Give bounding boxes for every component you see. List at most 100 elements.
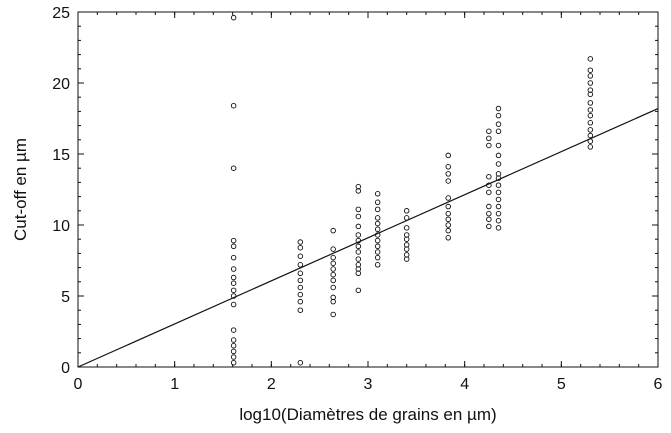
- data-point: [495, 196, 502, 203]
- data-point: [230, 274, 237, 281]
- data-point: [587, 112, 594, 119]
- data-point: [486, 216, 492, 223]
- data-point: [495, 210, 502, 217]
- data-point: [587, 144, 594, 150]
- data-point: [355, 270, 362, 277]
- data-point: [355, 213, 362, 220]
- data-point: [330, 246, 336, 252]
- data-point: [587, 120, 594, 126]
- data-point: [374, 254, 381, 261]
- data-point: [403, 246, 410, 252]
- data-point: [355, 287, 362, 294]
- data-point: [403, 215, 410, 221]
- data-point: [587, 91, 594, 98]
- data-point: [374, 206, 381, 213]
- x-axis-title: log10(Diamètres de grains en µm): [239, 405, 496, 424]
- data-point: [403, 256, 410, 262]
- data-point: [486, 189, 492, 196]
- y-tick-labels: 0 5 10 15 20 25: [52, 5, 70, 377]
- x-tick-label: 0: [74, 376, 83, 393]
- x-tick-label: 4: [460, 376, 469, 393]
- data-point: [486, 173, 492, 180]
- data-point: [495, 217, 502, 224]
- data-point: [495, 189, 502, 196]
- y-tick-label: 5: [61, 289, 70, 306]
- data-point: [355, 232, 362, 238]
- data-point: [355, 237, 362, 244]
- y-tick-label: 20: [52, 76, 70, 93]
- data-point: [374, 262, 381, 268]
- data-point: [330, 227, 336, 234]
- data-point: [297, 239, 304, 245]
- data-point: [230, 354, 237, 360]
- data-point: [230, 254, 237, 261]
- data-point: [445, 227, 451, 234]
- data-point: [230, 287, 237, 294]
- plot-frame: [77, 11, 659, 368]
- data-point: [355, 223, 362, 230]
- data-point: [230, 293, 237, 299]
- data-point: [355, 249, 362, 255]
- data-point: [230, 348, 237, 355]
- data-point: [230, 327, 237, 333]
- data-point: [445, 222, 451, 228]
- data-point: [486, 203, 492, 210]
- x-tick-label: 3: [364, 376, 373, 393]
- data-point: [445, 210, 451, 217]
- data-point: [297, 291, 304, 298]
- y-tick-label: 10: [52, 218, 70, 235]
- data-point: [374, 199, 381, 206]
- x-tick-labels: 0 1 2 3 4 5 6: [74, 376, 663, 393]
- data-point: [230, 14, 237, 21]
- data-point: [230, 342, 237, 349]
- data-point: [297, 277, 304, 284]
- data-point: [374, 215, 381, 221]
- data-point: [587, 132, 594, 139]
- minor-ticks: [77, 11, 659, 368]
- data-point: [355, 243, 362, 250]
- data-point: [486, 223, 492, 230]
- x-tick-label: 5: [557, 376, 566, 393]
- data-point: [330, 277, 336, 284]
- data-point: [230, 266, 237, 272]
- data-point: [445, 216, 451, 223]
- data-point: [587, 56, 594, 62]
- data-point: [587, 67, 594, 73]
- data-point: [495, 112, 502, 119]
- data-point: [230, 102, 237, 109]
- data-point: [403, 225, 410, 231]
- data-point: [445, 171, 451, 177]
- data-point: [445, 152, 451, 159]
- data-point: [297, 284, 304, 291]
- data-point: [495, 105, 502, 112]
- data-points: [230, 14, 594, 366]
- data-point: [486, 135, 492, 142]
- data-point: [495, 225, 502, 231]
- data-point: [297, 307, 304, 313]
- data-point: [445, 195, 451, 201]
- data-point: [355, 256, 362, 262]
- y-tick-label: 0: [61, 360, 70, 377]
- data-point: [495, 128, 502, 135]
- data-point: [495, 121, 502, 127]
- data-point: [486, 182, 492, 188]
- data-point: [330, 254, 336, 261]
- data-point: [297, 244, 304, 251]
- data-point: [587, 80, 594, 86]
- data-point: [297, 298, 304, 305]
- data-point: [230, 165, 237, 171]
- data-point: [587, 73, 594, 79]
- data-point: [495, 203, 502, 210]
- data-point: [330, 284, 336, 291]
- data-point: [374, 243, 381, 250]
- x-tick-label: 6: [654, 376, 663, 393]
- data-point: [374, 237, 381, 244]
- data-point: [330, 311, 336, 318]
- data-point: [374, 232, 381, 238]
- data-point: [297, 359, 304, 366]
- data-point: [486, 142, 492, 149]
- y-tick-label: 25: [52, 5, 70, 22]
- data-point: [330, 266, 336, 272]
- data-point: [330, 260, 336, 267]
